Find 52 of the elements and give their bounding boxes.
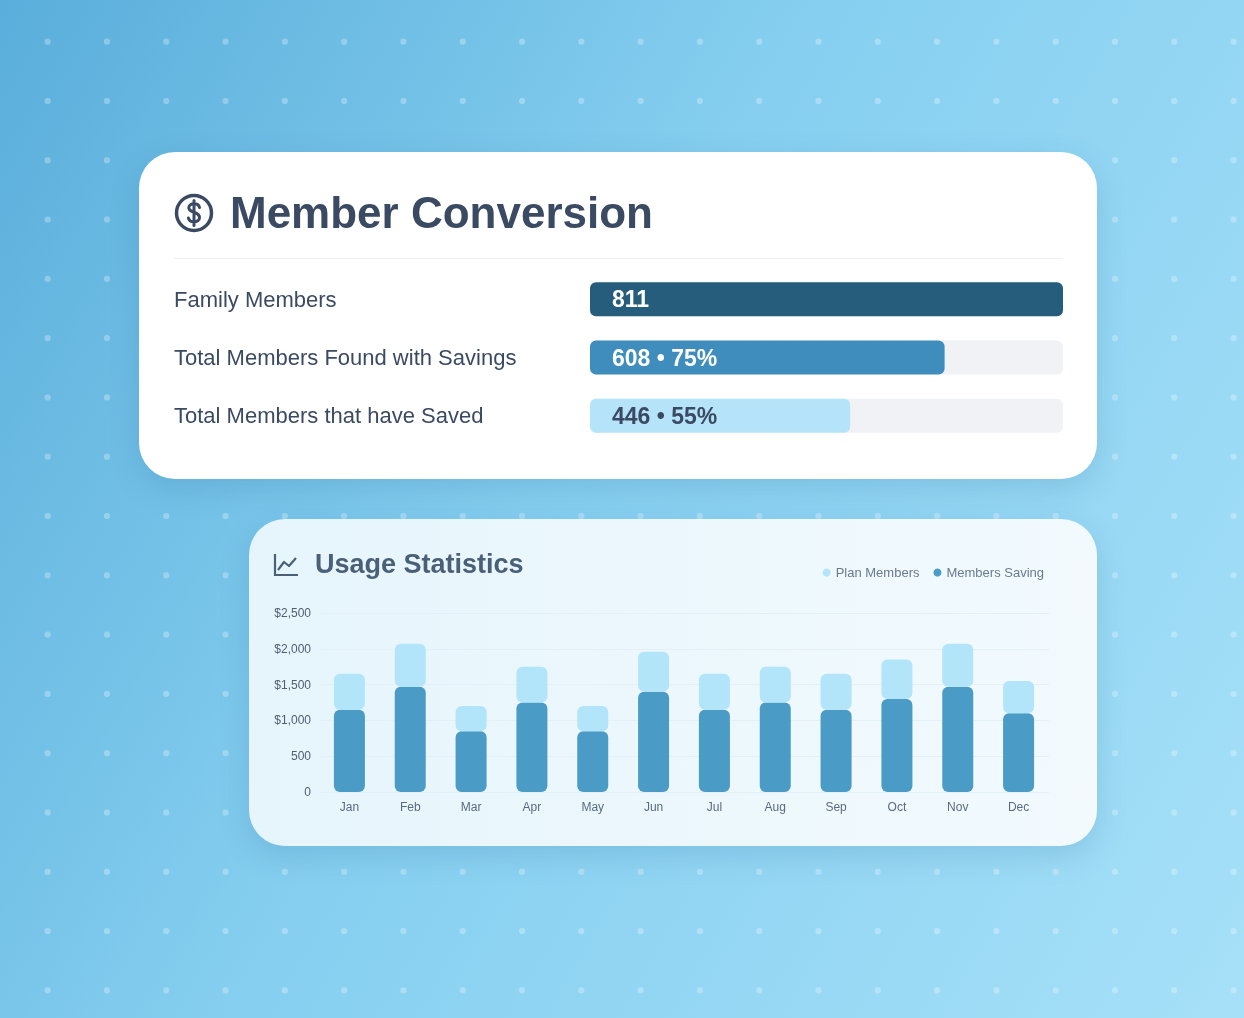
bar xyxy=(881,659,913,699)
data-label: 608 • 75% xyxy=(612,344,718,371)
y-tick-label: $1,000 xyxy=(274,713,312,728)
x-tick-label: Mar xyxy=(460,800,482,814)
x-tick-label: Nov xyxy=(947,800,969,814)
bar xyxy=(638,651,670,692)
x-tick-label: Jan xyxy=(339,800,360,814)
bar xyxy=(820,673,852,710)
y-tick-label: 500 xyxy=(290,749,312,764)
bar xyxy=(698,673,730,710)
x-tick-label: Oct xyxy=(887,800,907,814)
y-tick-label: $2,000 xyxy=(274,641,312,656)
x-tick-label: May xyxy=(581,800,605,814)
bar xyxy=(577,706,609,732)
bar xyxy=(516,666,548,703)
data-label: 446 • 55% xyxy=(612,402,718,429)
bar xyxy=(698,709,730,792)
bar xyxy=(333,709,365,792)
x-tick-label: Feb xyxy=(399,800,421,814)
x-tick-label: Dec xyxy=(1007,800,1030,814)
y-tick-label: Total Members that have Saved xyxy=(174,403,484,429)
bar xyxy=(881,698,913,792)
bar xyxy=(333,673,365,710)
bar xyxy=(577,731,609,792)
bar xyxy=(394,686,426,792)
data-label: 811 xyxy=(612,286,650,313)
y-tick-label: $1,500 xyxy=(274,677,312,692)
x-tick-label: Sep xyxy=(825,800,848,814)
x-tick-label: Jun xyxy=(643,800,664,814)
y-tick-label: 0 xyxy=(304,785,312,799)
bar xyxy=(759,702,791,792)
x-tick-label: Jul xyxy=(706,800,723,814)
legend-label: Members Saving xyxy=(946,565,1045,580)
y-tick-label: Total Members Found with Savings xyxy=(174,345,517,370)
bar xyxy=(942,686,974,792)
bar xyxy=(759,666,791,703)
bar xyxy=(942,643,974,687)
bar xyxy=(820,709,852,792)
bar xyxy=(638,691,670,792)
bar xyxy=(516,702,548,792)
bar xyxy=(455,731,487,792)
chart-title: Usage Statistics xyxy=(315,549,524,580)
legend-label: Plan Members xyxy=(835,565,920,580)
y-tick-label: Family Members xyxy=(174,286,337,312)
chart-title: Member Conversion xyxy=(230,188,653,238)
x-tick-label: Aug xyxy=(764,800,786,814)
x-tick-label: Apr xyxy=(522,800,542,814)
bar xyxy=(1003,713,1035,792)
bar xyxy=(1003,681,1035,714)
y-tick-label: $2,500 xyxy=(274,606,312,620)
bar xyxy=(455,706,487,732)
bar xyxy=(394,643,426,687)
